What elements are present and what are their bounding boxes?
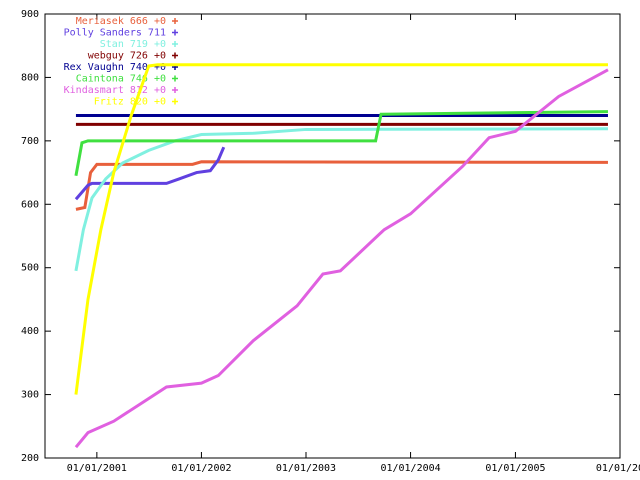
legend-marker bbox=[172, 75, 178, 82]
y-tick-label: 800 bbox=[21, 72, 39, 83]
legend-label: Rex Vaughn 740 +0 bbox=[64, 62, 166, 73]
x-tick-label: 01/01/2004 bbox=[380, 463, 440, 474]
legend-label: Fritz 820 +0 bbox=[94, 97, 166, 108]
x-tick-label: 01/01/2002 bbox=[171, 463, 231, 474]
x-tick-label: 01/01/2005 bbox=[485, 463, 545, 474]
x-tick-label: 01/01/2003 bbox=[276, 463, 336, 474]
series-line bbox=[75, 160, 608, 211]
legend-marker bbox=[172, 98, 178, 105]
legend-marker bbox=[172, 52, 178, 59]
series-line bbox=[74, 68, 609, 449]
legend-label: Kindasmart 812 +0 bbox=[64, 85, 166, 96]
legend-marker bbox=[172, 18, 178, 24]
y-tick-label: 300 bbox=[21, 390, 39, 401]
legend-label: Meriasek 666 +0 bbox=[76, 16, 166, 27]
x-tick-label: 01/01/2001 bbox=[67, 463, 127, 474]
y-tick-label: 200 bbox=[21, 453, 39, 464]
y-tick-label: 900 bbox=[21, 9, 39, 20]
x-tick-label: 01/01/20 bbox=[596, 463, 640, 474]
legend-label: Caintona 746 +0 bbox=[76, 74, 166, 85]
series-line bbox=[74, 127, 608, 272]
series-line bbox=[74, 110, 608, 177]
legend-marker bbox=[172, 87, 178, 93]
y-tick-label: 400 bbox=[21, 326, 39, 337]
legend-label: webguy 726 +0 bbox=[88, 51, 166, 62]
legend-marker bbox=[172, 29, 178, 36]
plot-border bbox=[44, 13, 621, 459]
legend-label: Polly Sanders 711 bbox=[64, 28, 166, 39]
series-line bbox=[74, 146, 226, 201]
series-line bbox=[74, 63, 608, 395]
y-tick-label: 600 bbox=[21, 199, 39, 210]
legend-marker bbox=[172, 41, 178, 47]
y-tick-label: 500 bbox=[21, 263, 39, 274]
y-tick-label: 700 bbox=[21, 136, 39, 147]
legend-label: Stan 719 +0 bbox=[100, 39, 166, 50]
